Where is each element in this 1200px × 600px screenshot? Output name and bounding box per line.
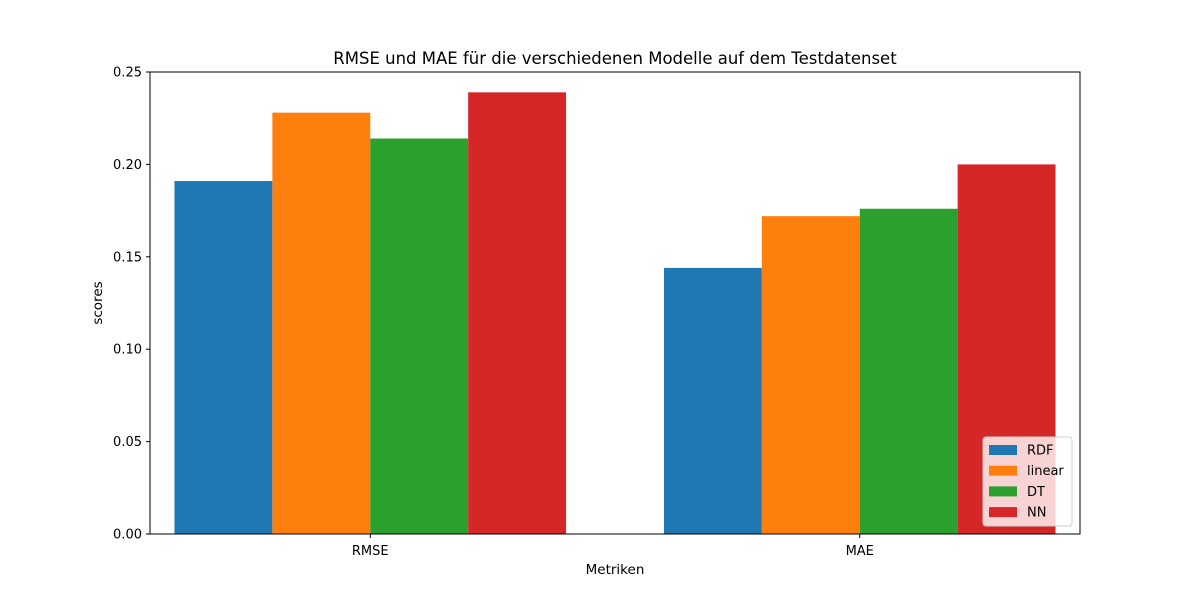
- bar-dt-mae: [859, 208, 958, 534]
- bar-dt-rmse: [370, 138, 469, 534]
- x-tick-label: RMSE: [352, 544, 389, 559]
- y-tick-label: 0.05: [113, 435, 142, 450]
- legend-label-linear: linear: [1027, 464, 1064, 479]
- y-tick-label: 0.20: [113, 158, 142, 173]
- legend: RDF linear DT NN: [982, 436, 1073, 527]
- legend-label-rdf: RDF: [1027, 444, 1054, 459]
- x-tick-label: MAE: [846, 544, 874, 559]
- legend-swatch-nn: [989, 507, 1017, 518]
- legend-label-nn: NN: [1027, 506, 1046, 521]
- y-tick-label: 0.15: [113, 250, 142, 265]
- legend-swatch-dt: [989, 486, 1017, 497]
- y-tick-label: 0.25: [113, 66, 142, 81]
- y-tick-label: 0.00: [113, 528, 142, 543]
- bar-linear-mae: [761, 216, 860, 535]
- x-axis-label: Metriken: [586, 562, 645, 578]
- y-ticks-group: 0.00 0.05 0.10 0.15 0.20 0.25: [113, 66, 150, 543]
- y-tick-label: 0.10: [113, 343, 142, 358]
- bars-group: [174, 92, 1056, 535]
- x-ticks-group: RMSE MAE: [352, 534, 874, 559]
- bar-nn-rmse: [468, 92, 567, 534]
- bar-rdf-mae: [663, 267, 762, 534]
- legend-swatch-linear: [989, 465, 1017, 476]
- bar-rdf-rmse: [174, 181, 273, 535]
- legend-label-dt: DT: [1027, 485, 1045, 500]
- legend-box: [982, 436, 1073, 527]
- bar-linear-rmse: [272, 112, 371, 534]
- legend-swatch-rdf: [989, 445, 1017, 455]
- chart-title: RMSE und MAE für die verschiedenen Model…: [333, 49, 897, 68]
- y-axis-label: scores: [90, 281, 106, 324]
- plot-frame: [149, 71, 1081, 535]
